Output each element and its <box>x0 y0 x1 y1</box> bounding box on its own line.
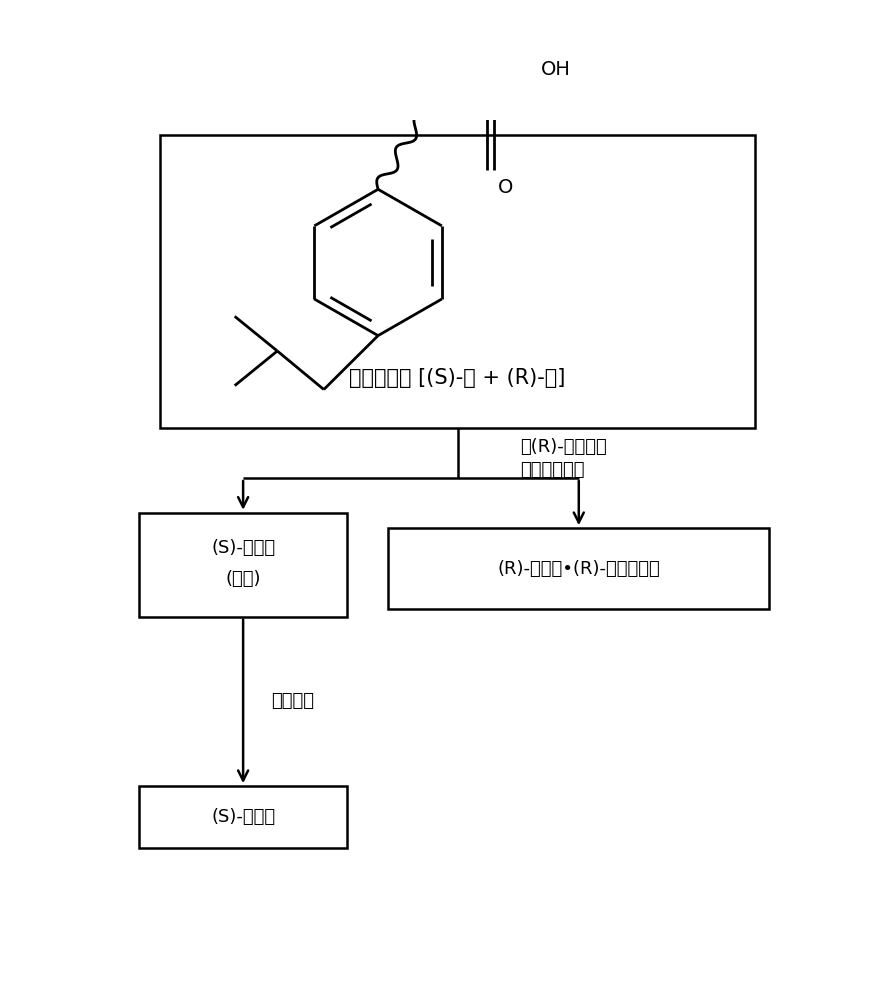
Text: (S)-布洛芬: (S)-布洛芬 <box>211 808 275 826</box>
Text: 与(R)-甲基苈胺: 与(R)-甲基苈胺 <box>520 438 606 456</box>
Text: 混旋布洛芬 [(S)-型 + (R)-型]: 混旋布洛芬 [(S)-型 + (R)-型] <box>349 368 566 388</box>
Bar <box>139 513 346 617</box>
Bar <box>139 786 346 848</box>
Bar <box>388 528 769 609</box>
Text: (R)-布洛芬•(R)-甲基苈胺盐: (R)-布洛芬•(R)-甲基苈胺盐 <box>497 560 660 578</box>
Text: 反应成盐沈淠: 反应成盐沈淠 <box>520 461 584 479</box>
Text: (粗品): (粗品) <box>225 570 261 588</box>
Text: O: O <box>497 178 513 197</box>
Text: (S)-布洛芬: (S)-布洛芬 <box>211 539 275 557</box>
Bar <box>160 135 755 428</box>
Text: 结晶精制: 结晶精制 <box>271 692 313 710</box>
Text: OH: OH <box>540 60 571 79</box>
